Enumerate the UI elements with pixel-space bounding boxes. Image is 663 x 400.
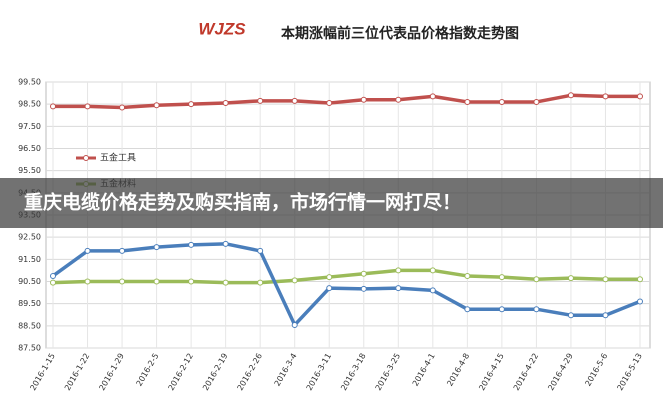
- point: [429, 93, 436, 100]
- plot-area: 87.5088.5089.5090.5091.5092.5093.5094.50…: [18, 78, 651, 392]
- y-tick-label: 87.50: [18, 344, 41, 353]
- point: [567, 92, 574, 99]
- y-tick-label: 92.50: [18, 233, 41, 242]
- point: [533, 276, 540, 283]
- point: [395, 285, 402, 292]
- point: [602, 312, 609, 319]
- point: [567, 275, 574, 282]
- y-tick-label: 88.50: [18, 321, 41, 330]
- point: [84, 103, 91, 110]
- point: [119, 104, 126, 111]
- point: [464, 98, 471, 105]
- series-line: [52, 268, 640, 285]
- point: [395, 267, 402, 274]
- point: [257, 97, 264, 104]
- banner-bg: [0, 178, 663, 228]
- point: [429, 287, 436, 294]
- point: [326, 274, 333, 281]
- point: [119, 278, 126, 285]
- point: [360, 270, 367, 277]
- legend-marker: [83, 155, 89, 161]
- y-tick-label: 91.50: [18, 255, 41, 264]
- point: [637, 298, 643, 305]
- point: [257, 279, 264, 286]
- point: [188, 241, 195, 248]
- point: [291, 321, 298, 328]
- point: [84, 278, 91, 285]
- point: [602, 276, 609, 283]
- point: [326, 285, 333, 292]
- point: [188, 101, 195, 108]
- logo: WJZS: [198, 19, 246, 38]
- banner: 重庆电缆价格走势及购买指南，市场行情一网打尽！: [0, 178, 663, 228]
- point: [464, 306, 471, 313]
- point: [222, 240, 229, 247]
- point: [602, 93, 609, 100]
- point: [257, 247, 264, 254]
- y-tick-label: 98.50: [18, 100, 41, 109]
- chart-title: 本期涨幅前三位代表品价格指数走势图: [281, 25, 519, 42]
- point: [153, 278, 160, 285]
- y-tick-label: 97.50: [18, 122, 41, 131]
- y-tick-label: 99.50: [18, 78, 41, 87]
- point: [533, 98, 540, 105]
- point: [50, 272, 56, 279]
- point: [50, 103, 56, 110]
- point: [188, 278, 195, 285]
- point: [153, 244, 160, 251]
- series-line: [53, 93, 640, 110]
- point: [498, 98, 505, 105]
- point: [637, 93, 643, 100]
- point: [567, 312, 574, 319]
- y-tick-label: 96.50: [18, 144, 41, 153]
- point: [291, 277, 298, 284]
- point: [464, 272, 471, 279]
- point: [498, 306, 505, 313]
- point: [360, 96, 367, 103]
- legend-label: 五金工具: [100, 152, 136, 164]
- point: [119, 247, 126, 254]
- point: [326, 100, 333, 107]
- y-tick-label: 90.50: [18, 277, 41, 286]
- point: [360, 285, 367, 292]
- y-tick-label: 89.50: [18, 299, 41, 308]
- point: [291, 97, 298, 104]
- series-line: [51, 242, 641, 327]
- banner-text: 重庆电缆价格走势及购买指南，市场行情一网打尽！: [24, 191, 461, 214]
- y-tick-label: 95.50: [18, 166, 41, 175]
- point: [222, 279, 229, 286]
- point: [222, 100, 229, 107]
- point: [84, 247, 91, 254]
- point: [429, 267, 436, 274]
- point: [153, 102, 160, 109]
- point: [395, 96, 402, 103]
- point: [498, 274, 505, 281]
- point: [637, 276, 643, 283]
- point: [50, 279, 56, 286]
- point: [533, 306, 540, 313]
